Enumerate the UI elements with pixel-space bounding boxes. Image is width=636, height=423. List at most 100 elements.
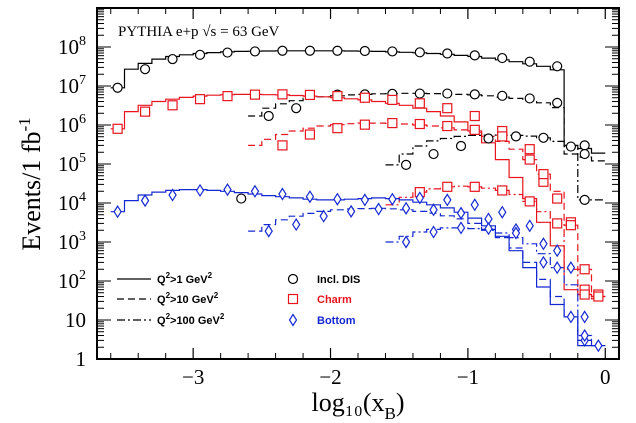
legend: Q2>1 GeV2 Q2>10 GeV2 Q2>100 GeV2 Incl. DIS C… [117,271,360,327]
y-tick-label: 106 [58,112,86,137]
diamond-marker [388,192,397,206]
circle-marker [552,97,563,108]
y-tick-label: 104 [58,190,86,215]
square-marker [387,117,398,129]
diamond-marker [401,201,411,215]
y-tick-label: 1 [76,347,87,371]
diamond-marker [333,192,342,206]
diamond-marker [429,225,438,239]
diamond-marker [456,206,466,220]
circle-marker [469,50,480,61]
diamond-marker [456,221,466,235]
diamond-marker [443,193,452,207]
legend-circle-marker [287,273,299,285]
square-marker [565,220,577,231]
circle-marker [538,132,549,143]
square-marker [469,124,480,135]
circle-marker [565,141,577,152]
chart-title: PYTHIA e+p √s = 63 GeV [118,24,280,40]
diamond-marker [539,237,548,251]
diamond-marker [401,235,411,249]
diamond-marker [552,261,562,275]
square-marker [524,196,535,207]
square-marker [497,131,508,142]
circle-marker [359,45,370,57]
diamond-marker [291,217,301,232]
series-line [110,93,606,298]
square-marker [359,119,370,130]
circle-marker [387,46,398,57]
square-marker [194,94,206,105]
diamond-marker [250,184,260,198]
legend-line-label: Q2>100 GeV2 [157,312,225,327]
square-marker [442,120,453,132]
x-axis-label: log₁₀(xB) [311,388,404,423]
circle-marker [428,148,439,160]
diamond-marker [195,183,205,198]
x-tick-label: −3 [182,365,204,389]
diamond-marker [552,244,562,258]
series-layer [110,50,606,347]
series-line [110,50,606,154]
y-tick-label: 105 [58,151,86,176]
y-tick-label: 103 [58,229,86,254]
square-marker [579,289,590,300]
circle-marker [442,88,453,99]
y-axis-label: Events/1 fb-1 [15,117,46,250]
diamond-marker [305,190,315,204]
circle-marker [167,53,178,65]
diamond-marker [539,255,548,270]
x-tick-label: −2 [319,365,341,389]
diamond-marker [319,209,328,223]
circle-marker [524,56,535,67]
circle-marker [579,194,590,206]
square-marker [222,91,233,102]
circle-marker [332,45,343,56]
square-marker [593,291,604,302]
legend-line-label: Q2>10 GeV2 [157,291,219,306]
y-tick-label: 10 [65,308,86,332]
diamond-marker [264,224,273,238]
square-marker [249,89,261,100]
y-axis-label-main: Events/1 fb [17,132,46,251]
tick-layer: −3 −2 −1 0 1 10 102 103 104 105 106 107 108 [58,8,619,389]
legend-marker-label: Bottom [317,315,356,327]
x-tick-label: 0 [600,365,611,389]
y-tick-label: 107 [58,73,86,98]
circle-marker [469,89,480,100]
circle-marker [524,93,535,104]
square-marker [524,144,535,155]
legend-diamond-marker [288,313,298,327]
diamond-marker [498,205,507,219]
diamond-marker [525,219,534,233]
diamond-marker [140,194,150,208]
square-marker [139,106,151,117]
circle-marker [263,110,274,122]
circle-marker [414,88,425,99]
x-axis-label-main: log₁₀(x [311,388,384,417]
diamond-marker [470,198,479,212]
legend-marker-label: Charm [317,294,352,306]
diamond-marker [168,188,177,202]
square-marker [442,181,453,192]
x-axis-label-subscript: B [385,404,396,423]
circle-marker [497,90,508,101]
circle-marker [579,140,590,151]
circle-marker [400,159,412,170]
square-marker [552,193,563,204]
square-marker [112,123,123,134]
y-tick-label: 102 [58,268,86,293]
diamond-marker [511,226,521,240]
square-marker [332,123,343,134]
circle-marker [291,103,302,114]
legend-square-marker [287,293,299,305]
x-axis-label-close: ) [396,388,405,417]
circle-marker [455,140,467,152]
circle-marker [552,61,563,72]
square-marker [387,94,398,106]
circle-marker [249,46,261,57]
circle-marker [579,148,590,160]
marker-layer [112,45,604,353]
diamond-marker [594,339,603,353]
